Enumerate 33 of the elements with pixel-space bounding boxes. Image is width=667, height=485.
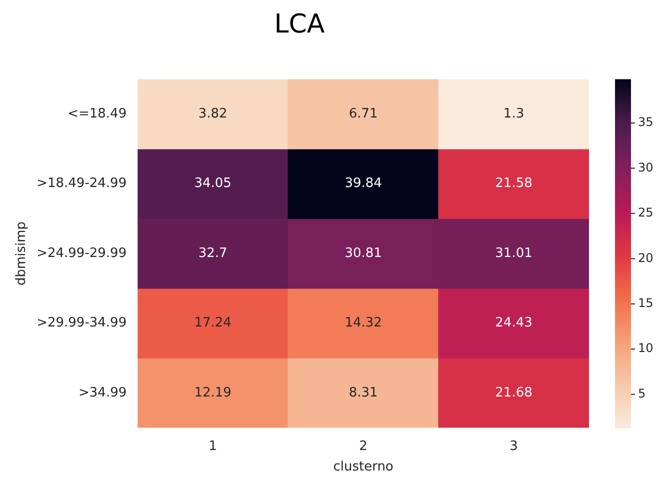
x-tick-label: 2 <box>359 438 368 454</box>
x-tick-label: 1 <box>208 438 217 454</box>
data-label: 39.84 <box>344 176 382 192</box>
data-label: 14.32 <box>344 316 382 331</box>
color-bar-label: 25 <box>638 206 654 220</box>
y-tick-label: >18.49-24.99 <box>36 176 127 192</box>
data-label: 34.05 <box>194 176 232 192</box>
data-label: 21.68 <box>495 385 532 400</box>
data-label: 8.31 <box>348 385 378 400</box>
data-label: 17.24 <box>194 316 232 331</box>
color-bar-label: 35 <box>638 115 654 130</box>
y-tick-label: >29.99-34.99 <box>36 316 127 331</box>
x-tick-label: 3 <box>510 438 518 454</box>
data-label: 12.19 <box>194 385 232 400</box>
data-label: 30.81 <box>344 246 382 261</box>
data-label: 21.58 <box>495 176 532 192</box>
color-bar-label: 10 <box>638 341 654 356</box>
data-label: 6.71 <box>348 106 378 122</box>
y-tick-label: <=18.49 <box>68 106 127 122</box>
data-label: 24.43 <box>495 316 532 331</box>
color-bar-label: 15 <box>638 296 654 310</box>
color-bar-label: 5 <box>638 386 646 400</box>
color-bar-label: 20 <box>638 250 654 265</box>
x-axis-title: clusterno <box>333 460 394 475</box>
data-label: 1.3 <box>503 106 524 122</box>
y-tick-label: >24.99-29.99 <box>36 246 127 261</box>
data-label: 32.7 <box>198 246 228 261</box>
y-tick-label: >34.99 <box>78 385 127 400</box>
data-label: 31.01 <box>495 246 532 261</box>
chart-title: LCA <box>274 9 325 40</box>
data-label: 3.82 <box>198 106 228 122</box>
y-axis-title: dbmisimp <box>14 221 30 286</box>
color-bar-label: 30 <box>638 160 654 174</box>
